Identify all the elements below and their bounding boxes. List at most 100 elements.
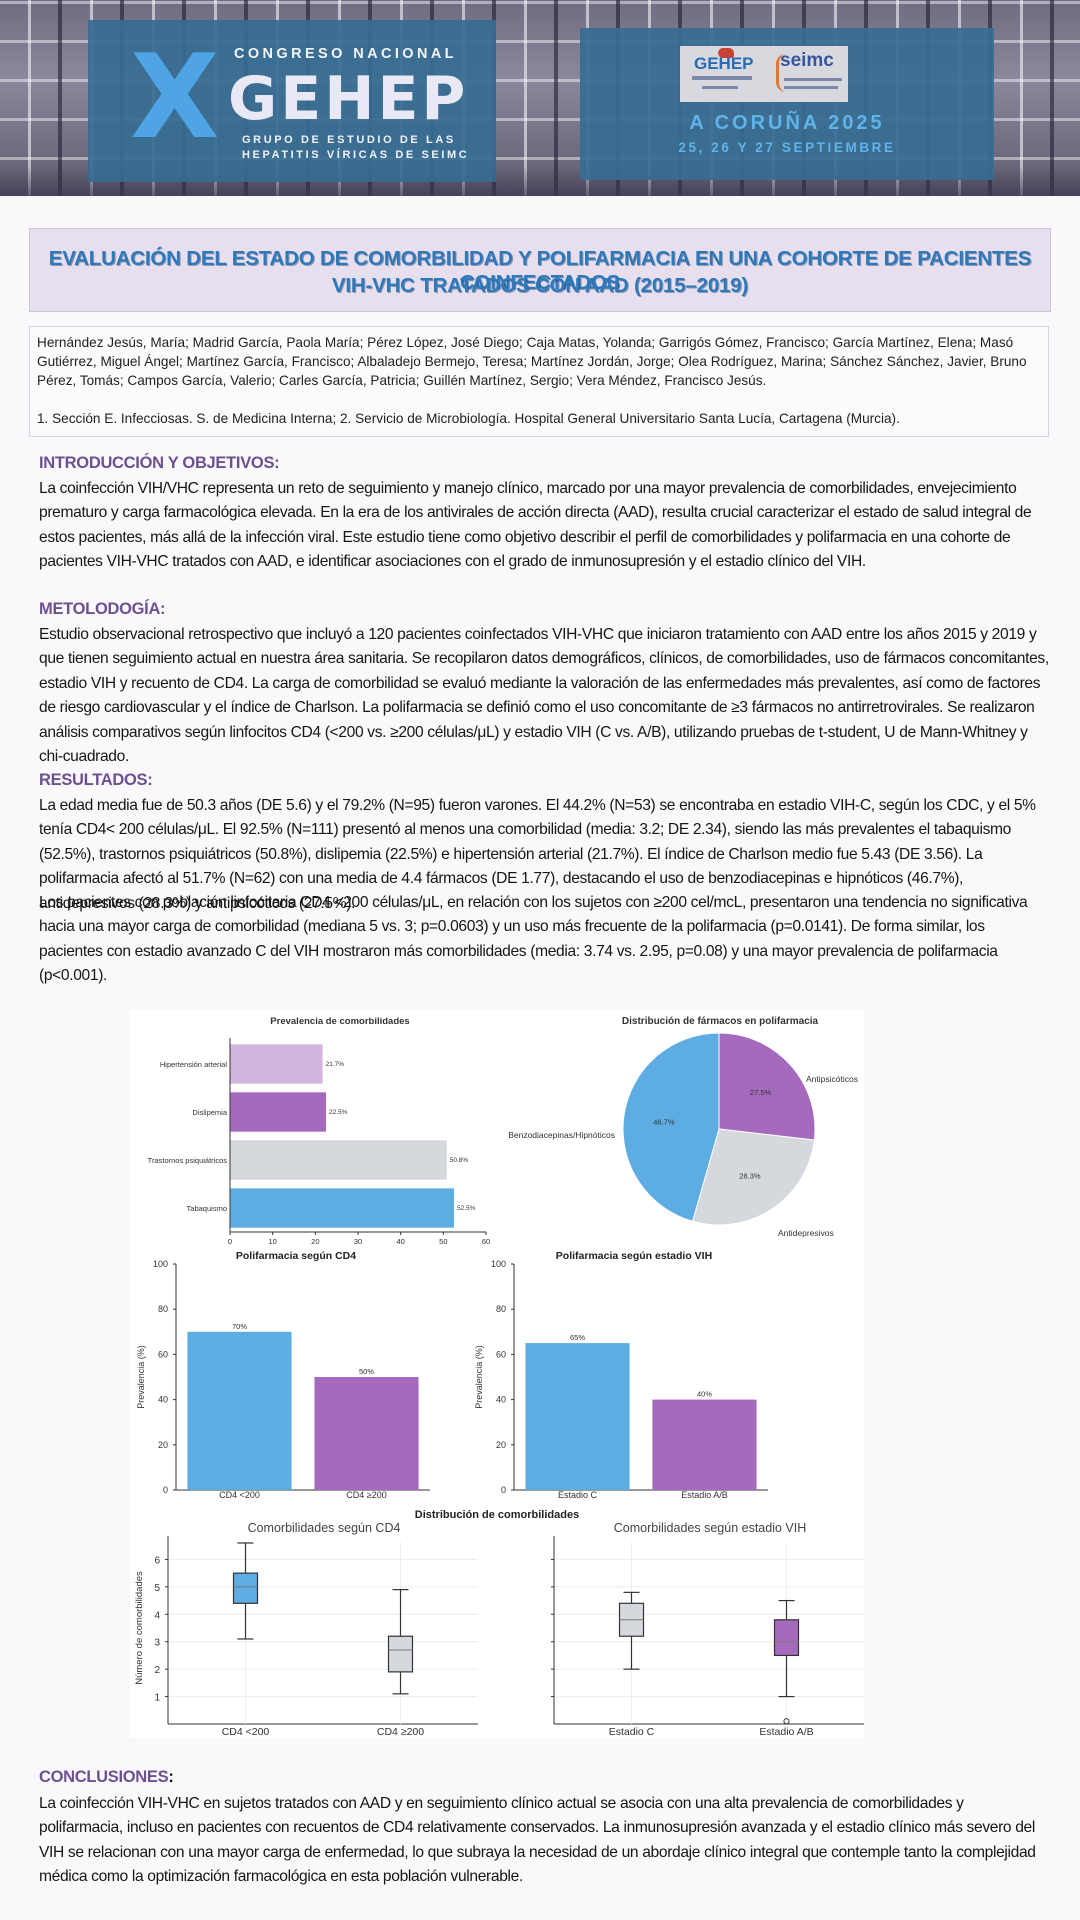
chart-title: Comorbilidades según CD4 [248, 1521, 401, 1535]
box [773, 1619, 800, 1657]
data-label: 22.5% [329, 1109, 348, 1116]
title-line-1: EVALUACIÓN DEL ESTADO DE COMORBILIDAD Y … [48, 247, 1032, 294]
conclusions-heading-wrap: CONCLUSIONES: [39, 1768, 174, 1787]
polypharmacy-cd4-chart: Polifarmacia según CD4 0 20 40 60 80 100 Preval… [136, 1250, 430, 1500]
intro-text: La coinfección VIH/VHC representa un ret… [39, 480, 1032, 571]
x-tick-label: 0 [228, 1237, 232, 1246]
polypharmacy-stage-chart: Polifarmacia según estadio VIH 0 20 40 60 80 1… [474, 1250, 768, 1500]
bar [652, 1399, 757, 1490]
category-label: Hipertensión arterial [160, 1060, 227, 1069]
sponsor-logos: GEHEP seimc [680, 46, 848, 102]
comorbidity-cd4-boxplot: Distribución de comorbilidades Comorbilid… [134, 1509, 579, 1738]
x-tick-label: 40 [396, 1237, 404, 1246]
y-tick-label: 3 [154, 1638, 160, 1649]
bar [187, 1331, 292, 1490]
category-label: Tabaquismo [187, 1204, 227, 1213]
logo-subtitle-2: HEPATITIS VÍRICAS DE SEIMC [242, 149, 470, 161]
pie-slice [622, 1032, 720, 1222]
category-label: CD4 <200 [222, 1726, 270, 1738]
header-banner: X CONGRESO NACIONAL GEHEP GRUPO DE ESTUD… [0, 0, 1080, 196]
sponsor-gehep: GEHEP [694, 54, 754, 73]
data-label: 70% [232, 1322, 247, 1331]
category-label: Estadio A/B [759, 1726, 813, 1738]
category-label: Estadio A/B [681, 1490, 728, 1500]
sponsor-gehep-caption-2 [702, 86, 738, 89]
y-tick-label: 60 [158, 1349, 168, 1359]
bar [230, 1044, 323, 1084]
x-tick-label: 10 [268, 1237, 276, 1246]
data-label: 65% [570, 1333, 585, 1342]
logo-gehep-text: GEHEP [228, 64, 469, 134]
methods-text: Estudio observacional retrospectivo que … [39, 626, 1049, 766]
methods-heading: METOLODOGÍA: [39, 600, 166, 618]
sponsor-seimc-caption-2 [784, 86, 838, 89]
data-label: 50% [359, 1367, 374, 1376]
y-axis-label: Prevalencia (%) [474, 1345, 484, 1409]
bar [525, 1343, 630, 1490]
bar [230, 1188, 454, 1228]
y-tick-label: 40 [158, 1395, 168, 1405]
y-tick-label: 5 [154, 1583, 160, 1594]
liver-icon [718, 48, 734, 58]
y-tick-label: 6 [154, 1555, 160, 1566]
figure-suptitle: Distribución de comorbilidades [415, 1509, 579, 1521]
sponsor-seimc: seimc [780, 50, 834, 71]
x-tick-label: 50 [439, 1237, 447, 1246]
category-label: Dislipemia [192, 1108, 227, 1117]
pie-slice [691, 1128, 815, 1226]
title-line-2: VIH-VHC TRATADOS CON AAD (2015–2019) [331, 274, 749, 297]
data-label: 52.5% [457, 1205, 476, 1212]
y-tick-label: 80 [158, 1304, 168, 1314]
conclusions-heading: CONCLUSIONES [39, 1768, 169, 1786]
y-tick-label: 40 [496, 1395, 506, 1405]
congress-logo: X CONGRESO NACIONAL GEHEP GRUPO DE ESTUD… [88, 20, 496, 182]
y-tick-label: 0 [501, 1485, 506, 1495]
data-label: 21.7% [326, 1061, 345, 1068]
y-tick-label: 60 [496, 1349, 506, 1359]
slice-percent: 28.3% [739, 1171, 761, 1180]
logo-x: X [130, 30, 220, 165]
results-figure: Prevalencia de comorbilidades Hipertensió… [130, 1010, 864, 1738]
y-axis-label: Número de comorbilidades [134, 1571, 145, 1685]
x-tick-label: 30 [354, 1237, 362, 1246]
venue-box: GEHEP seimc A CORUÑA 2025 25, 26 Y 27 SE… [580, 28, 994, 180]
slice-label: Antidepresivos [778, 1228, 834, 1238]
y-tick-label: 80 [496, 1304, 506, 1314]
logo-subtitle-1: GRUPO DE ESTUDIO DE LAS [242, 134, 456, 146]
pie-slice [718, 1032, 816, 1141]
y-axis-label: Prevalencia (%) [136, 1345, 146, 1409]
x-tick-label: 20 [311, 1237, 319, 1246]
venue-city: A CORUÑA 2025 [689, 112, 885, 134]
results-heading: RESULTADOS: [39, 771, 153, 789]
conclusions-colon: : [168, 1768, 174, 1786]
y-tick-label: 1 [154, 1693, 160, 1704]
category-label: Estadio C [609, 1726, 655, 1738]
intro-heading: INTRODUCCIÓN Y OBJETIVOS: [39, 454, 280, 472]
comorbidity-prevalence-chart: Prevalencia de comorbilidades Hipertensió… [148, 1016, 491, 1246]
bar [314, 1377, 419, 1490]
category-label: CD4 ≥200 [346, 1490, 386, 1500]
authors-box: Hernández Jesús, María; Madrid García, P… [29, 326, 1049, 437]
y-tick-label: 2 [154, 1665, 160, 1676]
polypharmacy-drug-pie-chart: Distribución de fármacos en polifarmacia… [508, 1016, 858, 1238]
data-label: 50.8% [450, 1157, 469, 1164]
chart-title: Comorbilidades según estadio VIH [614, 1521, 806, 1535]
box [232, 1572, 259, 1604]
slice-label: Antipsicóticos [806, 1074, 858, 1084]
y-tick-label: 100 [153, 1259, 168, 1269]
category-label: Estadio C [558, 1490, 598, 1500]
conclusions-text: La coinfección VIH-VHC en sujetos tratad… [39, 1795, 1036, 1886]
data-label: 40% [697, 1390, 712, 1399]
seimc-swoosh-icon [776, 54, 789, 92]
category-label: Trastornos psiquiátricos [148, 1156, 228, 1165]
results-text-2: Los pacientes con población linfocitaria… [39, 894, 1028, 985]
y-tick-label: 0 [163, 1485, 168, 1495]
chart-title: Polifarmacia según estadio VIH [556, 1250, 712, 1262]
y-tick-label: 20 [158, 1440, 168, 1450]
author-list: Hernández Jesús, María; Madrid García, P… [37, 335, 1027, 388]
y-tick-label: 4 [154, 1610, 160, 1621]
logo-congreso-text: CONGRESO NACIONAL [234, 46, 457, 62]
category-label: CD4 <200 [219, 1490, 260, 1500]
bar [230, 1092, 326, 1132]
category-label: CD4 ≥200 [377, 1726, 424, 1738]
